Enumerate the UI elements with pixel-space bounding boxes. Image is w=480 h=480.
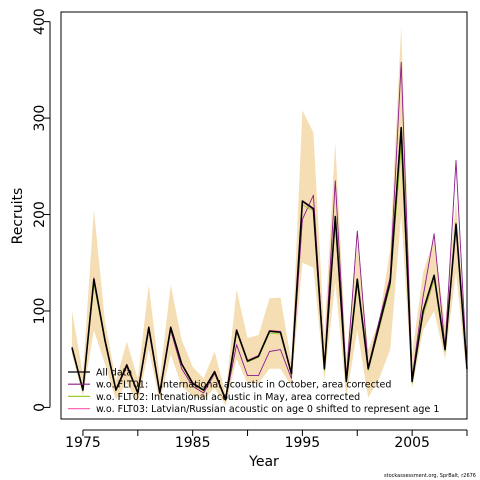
y-tick-label: 400 — [32, 8, 48, 35]
x-tick-label: 1995 — [285, 435, 321, 451]
y-tick-label: 300 — [32, 105, 48, 132]
y-axis-title: Recruits — [10, 188, 26, 245]
x-axis: 1975 1985 1995 2005 — [65, 429, 468, 451]
legend-label: w.o. FLT03: Latvian/Russian acoustic on … — [96, 404, 439, 415]
x-axis-title: Year — [248, 454, 279, 470]
series-lines — [71, 61, 468, 402]
x-tick-label: 2005 — [394, 435, 430, 451]
series-line-0 — [71, 126, 468, 401]
y-tick-label: 200 — [32, 201, 48, 228]
confidence-band — [72, 26, 467, 406]
series-line-2 — [71, 146, 468, 402]
plot-frame — [60, 11, 468, 420]
x-tick-label: 1975 — [65, 435, 101, 451]
y-axis: 0 100 200 300 400 — [32, 8, 51, 412]
band-area — [72, 26, 467, 406]
credit-text: stockassessment.org, SprBalt, r2676 — [384, 473, 476, 479]
legend-label: w.o. FLT02: Intenational acoustic in May… — [96, 392, 360, 403]
legend-label: w.o. FLT01: International acoustic in Oc… — [96, 380, 391, 391]
y-tick-label: 0 — [32, 403, 48, 412]
x-tick-label: 1985 — [175, 435, 211, 451]
y-tick-label: 100 — [32, 298, 48, 325]
legend-label: All data — [96, 368, 132, 379]
